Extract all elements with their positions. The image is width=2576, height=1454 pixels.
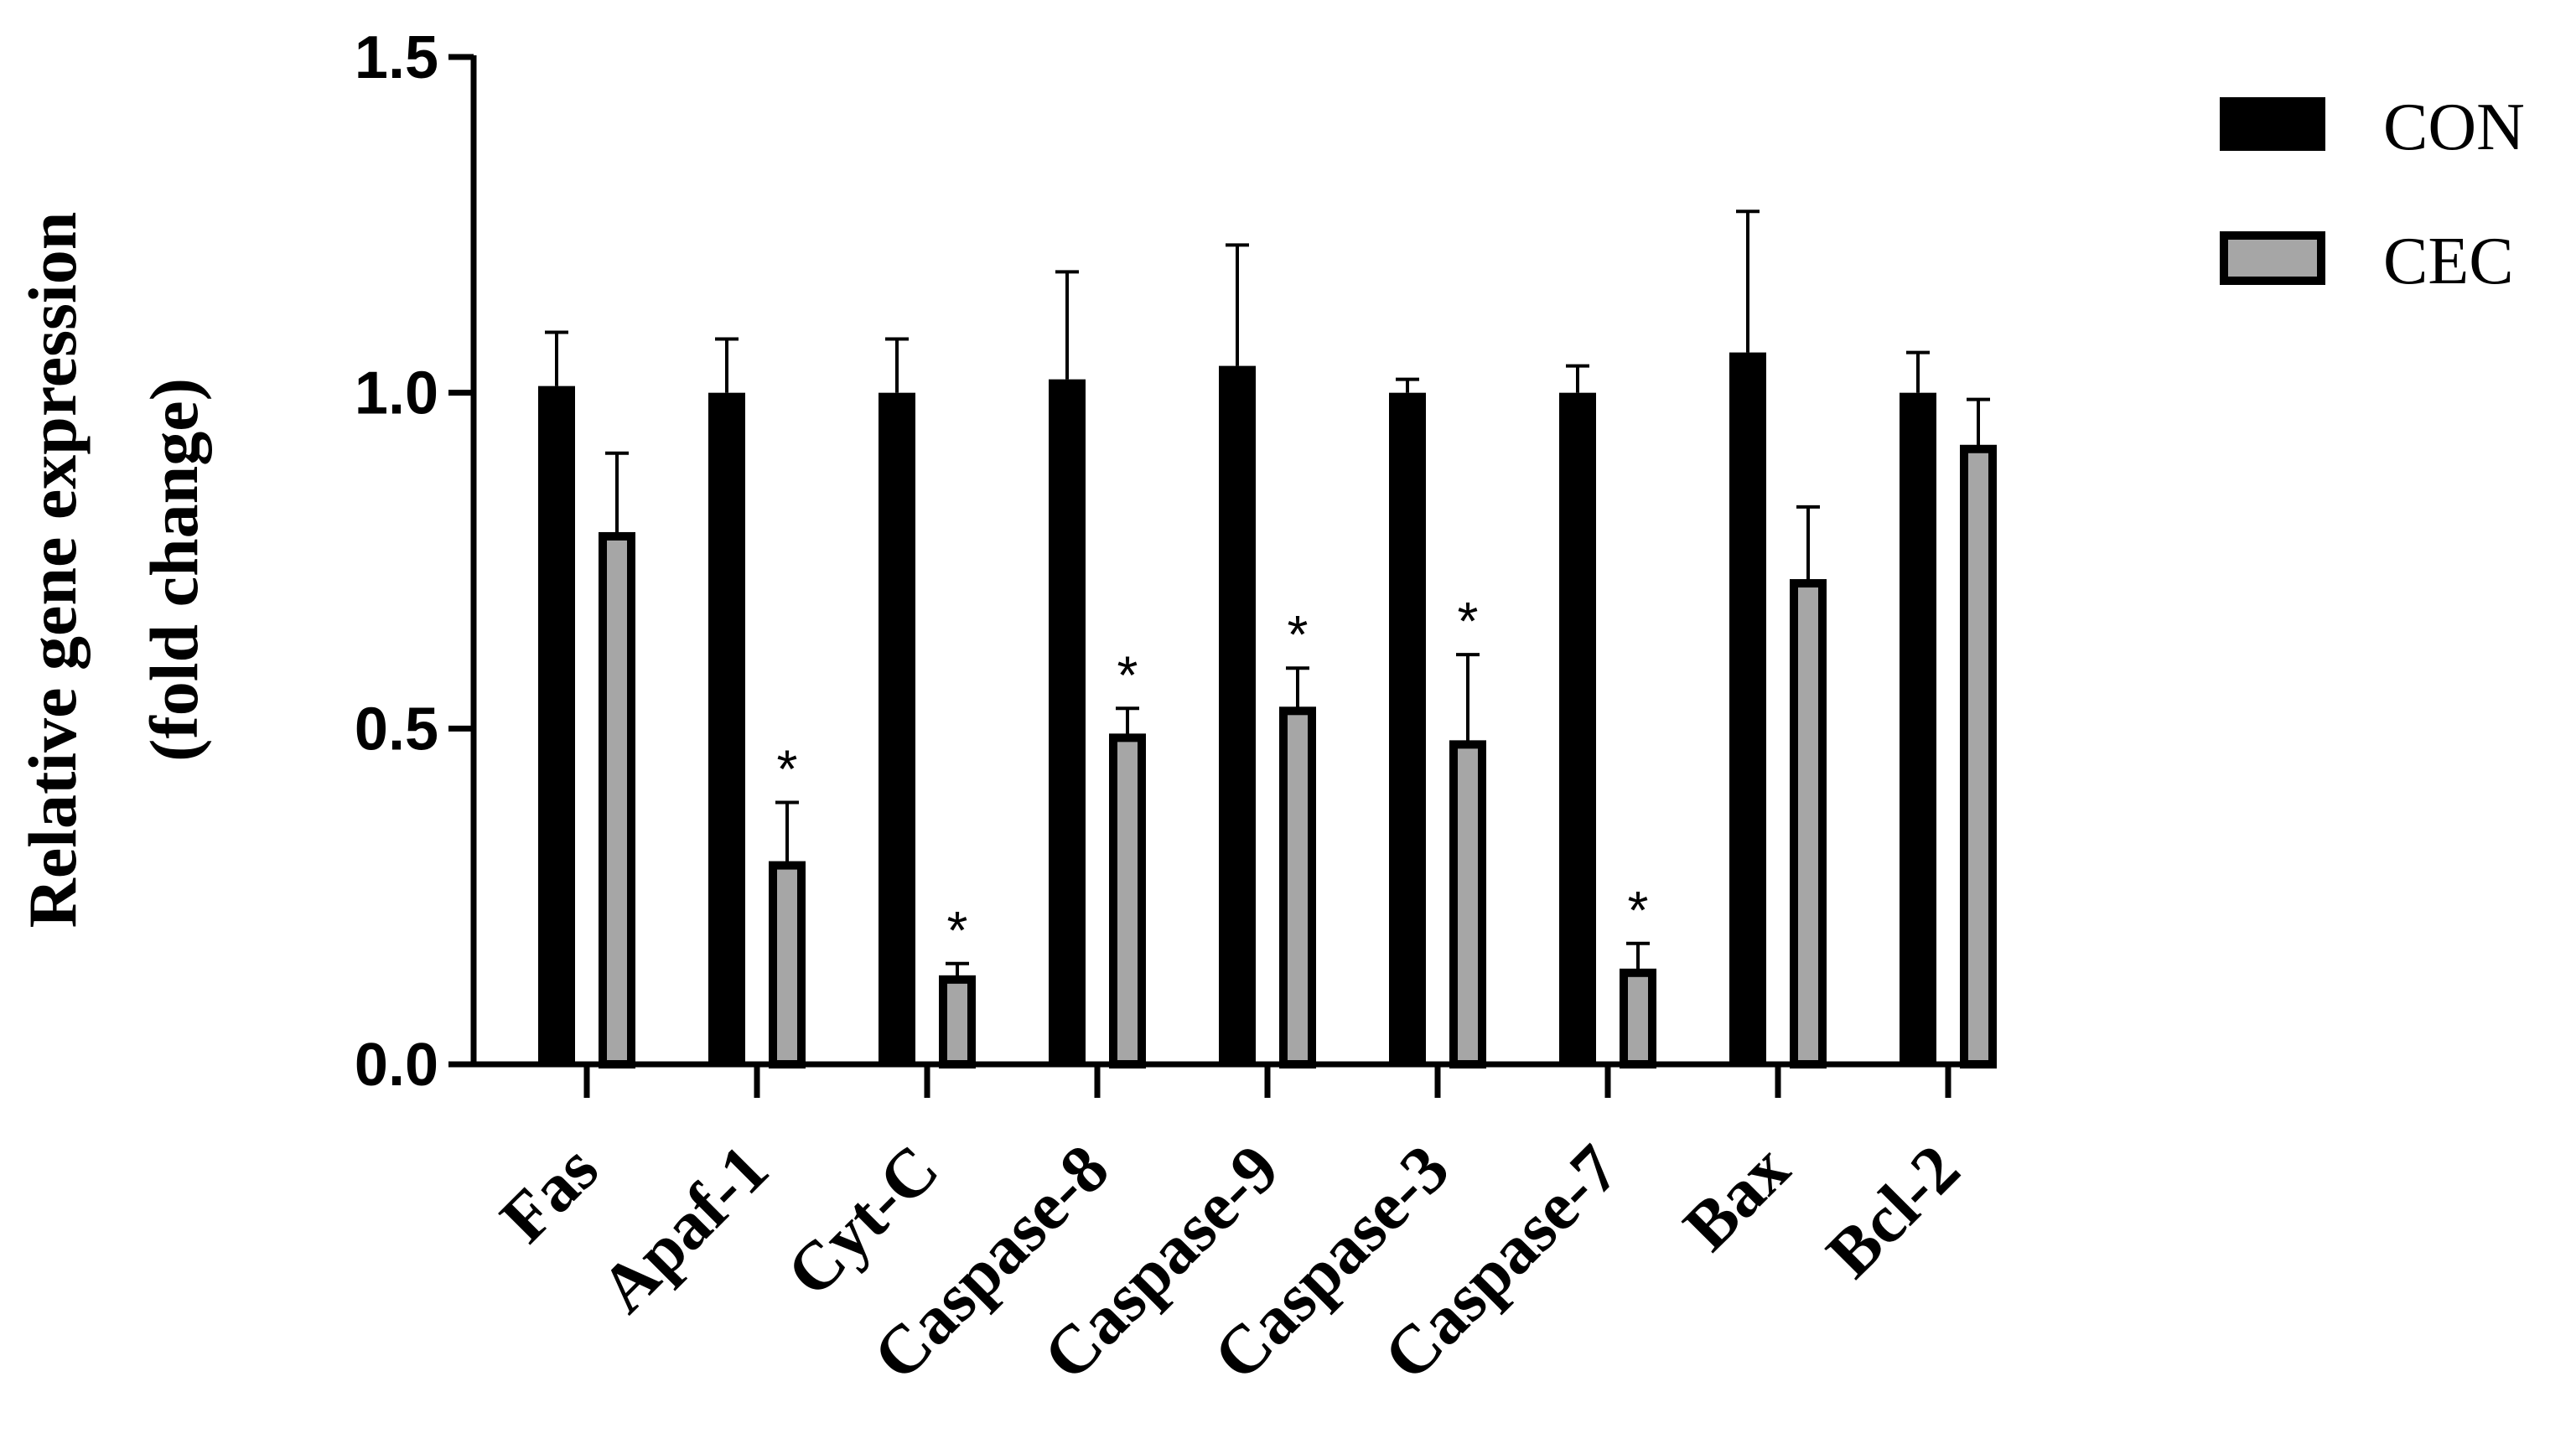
significance-marker: * bbox=[1288, 604, 1309, 665]
bar-con bbox=[538, 385, 575, 1064]
y-tick-label: 0.5 bbox=[355, 696, 438, 763]
bar-cec bbox=[1790, 579, 1827, 1069]
bar-cec bbox=[599, 531, 635, 1069]
bar-cec bbox=[1960, 444, 1997, 1069]
bar-con bbox=[708, 392, 745, 1065]
x-tick-label: Apaf-1 bbox=[586, 1130, 783, 1327]
y-axis-label-line-2: (fold change) bbox=[136, 378, 212, 762]
bar-cec bbox=[1449, 740, 1486, 1069]
significance-marker: * bbox=[1117, 644, 1138, 705]
legend-swatch-cec bbox=[2220, 231, 2325, 285]
x-tick-label: Bax bbox=[1669, 1130, 1804, 1265]
x-tick-label: Bcl-2 bbox=[1812, 1130, 1974, 1291]
bar-con bbox=[1049, 379, 1086, 1064]
bar-con bbox=[879, 392, 915, 1065]
bar-con bbox=[1389, 392, 1426, 1065]
significance-marker: * bbox=[1628, 880, 1649, 940]
bar-con bbox=[1219, 365, 1256, 1064]
legend-swatch-con bbox=[2220, 97, 2325, 151]
bar-cec bbox=[1279, 706, 1316, 1069]
legend-label: CON bbox=[2383, 91, 2525, 164]
legend: CON CEC bbox=[2220, 91, 2525, 298]
x-tick-label: Fas bbox=[485, 1130, 612, 1256]
bars: * * * * * * bbox=[538, 210, 1997, 1069]
bar-cec bbox=[939, 975, 976, 1069]
bar-cec bbox=[1620, 968, 1656, 1069]
y-axis-label: Relative gene expression (fold change) bbox=[14, 212, 212, 929]
y-tick-label: 1.0 bbox=[355, 360, 438, 427]
significance-marker: * bbox=[1458, 591, 1479, 651]
y-axis-label-line-1: Relative gene expression bbox=[14, 212, 91, 929]
bar-con bbox=[1900, 392, 1936, 1065]
significance-marker: * bbox=[777, 738, 798, 799]
bar-con bbox=[1559, 392, 1596, 1065]
y-tick-label: 0.0 bbox=[355, 1032, 438, 1099]
significance-marker: * bbox=[947, 900, 968, 960]
bar-cec bbox=[769, 861, 806, 1069]
bar-con bbox=[1729, 352, 1766, 1064]
y-tick-label: 1.5 bbox=[355, 24, 438, 91]
legend-label: CEC bbox=[2383, 225, 2514, 298]
bar-cec bbox=[1109, 733, 1146, 1069]
